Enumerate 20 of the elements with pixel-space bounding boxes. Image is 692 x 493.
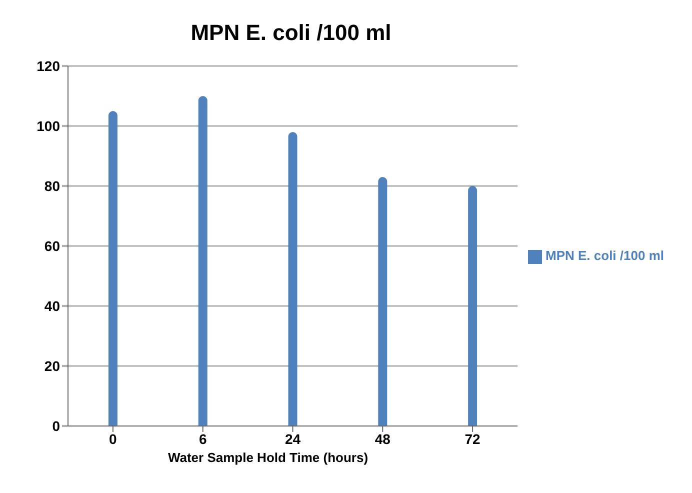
x-tick-label: 48 [374, 430, 391, 447]
y-tick-label: 20 [44, 358, 60, 374]
bar [378, 177, 388, 426]
y-tick-label: 100 [36, 118, 60, 134]
x-tick-label: 6 [198, 430, 207, 447]
bar [468, 186, 478, 426]
y-tick-label: 0 [52, 418, 60, 434]
legend-label: MPN E. coli /100 ml [546, 248, 664, 264]
y-tick-label: 80 [44, 178, 60, 194]
y-tick-label: 120 [36, 58, 60, 74]
y-tick-label: 60 [44, 238, 60, 254]
bar [288, 132, 298, 426]
y-tick-label: 40 [44, 298, 60, 314]
x-tick-label: 24 [284, 430, 301, 447]
x-tick-label: 72 [464, 430, 481, 447]
chart-title: MPN E. coli /100 ml [190, 19, 392, 47]
bar [108, 111, 118, 426]
x-axis-title: Water Sample Hold Time (hours) [166, 450, 370, 465]
bar [198, 96, 208, 426]
x-tick-label: 0 [109, 430, 118, 447]
